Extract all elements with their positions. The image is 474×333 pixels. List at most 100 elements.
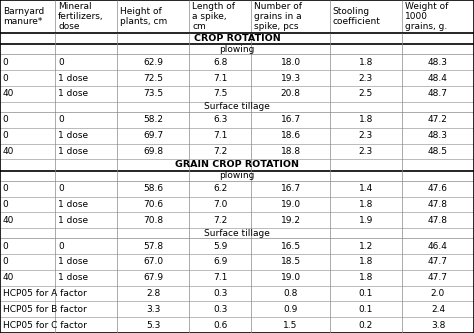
Text: 0.3: 0.3 [213, 289, 228, 298]
Text: 47.8: 47.8 [428, 216, 448, 225]
Text: 19.3: 19.3 [281, 74, 301, 83]
Text: 1 dose: 1 dose [58, 257, 88, 266]
Text: 6.2: 6.2 [213, 184, 228, 193]
Text: 0: 0 [3, 257, 9, 266]
Text: Surface tillage: Surface tillage [204, 229, 270, 238]
Text: 70.6: 70.6 [143, 200, 163, 209]
Text: 0: 0 [3, 74, 9, 83]
Text: 0: 0 [58, 184, 64, 193]
Text: Surface tillage: Surface tillage [204, 102, 270, 111]
Text: Number of
grains in a
spike, pcs: Number of grains in a spike, pcs [254, 2, 302, 31]
Text: 1 dose: 1 dose [58, 273, 88, 282]
Text: 1 dose: 1 dose [58, 74, 88, 83]
Text: CROP ROTATION: CROP ROTATION [193, 34, 281, 43]
Text: 5.9: 5.9 [213, 242, 228, 251]
Text: 0: 0 [58, 242, 64, 251]
Text: plowing: plowing [219, 45, 255, 54]
Text: 6.8: 6.8 [213, 58, 228, 67]
Text: 0: 0 [58, 58, 64, 67]
Text: 47.6: 47.6 [428, 184, 448, 193]
Text: 7.2: 7.2 [213, 147, 228, 156]
Text: 0: 0 [58, 115, 64, 124]
Text: 19.2: 19.2 [281, 216, 301, 225]
Text: 2.4: 2.4 [431, 305, 445, 314]
Text: 7.1: 7.1 [213, 74, 228, 83]
Text: 6.3: 6.3 [213, 115, 228, 124]
Text: 1.8: 1.8 [359, 58, 373, 67]
Text: 1.8: 1.8 [359, 273, 373, 282]
Text: 19.0: 19.0 [281, 200, 301, 209]
Text: 18.0: 18.0 [281, 58, 301, 67]
Text: 40: 40 [3, 147, 14, 156]
Text: 1.9: 1.9 [359, 216, 373, 225]
Text: 5.3: 5.3 [146, 321, 160, 330]
Text: 1 dose: 1 dose [58, 147, 88, 156]
Text: 7.0: 7.0 [213, 200, 228, 209]
Text: 1.8: 1.8 [359, 115, 373, 124]
Text: 48.3: 48.3 [428, 58, 448, 67]
Text: 57.8: 57.8 [143, 242, 163, 251]
Text: 1 dose: 1 dose [58, 216, 88, 225]
Text: 62.9: 62.9 [143, 58, 163, 67]
Text: 0: 0 [3, 184, 9, 193]
Text: 0: 0 [3, 58, 9, 67]
Text: 1.5: 1.5 [283, 321, 298, 330]
Text: Stooling
coefficient: Stooling coefficient [333, 7, 381, 26]
Text: 7.1: 7.1 [213, 273, 228, 282]
Text: 18.6: 18.6 [281, 131, 301, 140]
Text: 48.3: 48.3 [428, 131, 448, 140]
Text: 2.3: 2.3 [359, 131, 373, 140]
Text: 2.8: 2.8 [146, 289, 160, 298]
Text: 6.9: 6.9 [213, 257, 228, 266]
Text: 70.8: 70.8 [143, 216, 163, 225]
Text: 2.3: 2.3 [359, 74, 373, 83]
Text: 18.5: 18.5 [281, 257, 301, 266]
Text: 1.4: 1.4 [359, 184, 373, 193]
Text: 67.0: 67.0 [143, 257, 163, 266]
Text: 1.8: 1.8 [359, 257, 373, 266]
Text: 47.7: 47.7 [428, 273, 448, 282]
Text: 20.8: 20.8 [281, 89, 301, 98]
Text: HCP05 for B factor: HCP05 for B factor [3, 305, 87, 314]
Text: 16.5: 16.5 [281, 242, 301, 251]
Text: 40: 40 [3, 273, 14, 282]
Text: 40: 40 [3, 89, 14, 98]
Text: Length of
a spike,
cm: Length of a spike, cm [192, 2, 235, 31]
Text: 69.8: 69.8 [143, 147, 163, 156]
Text: 2.5: 2.5 [359, 89, 373, 98]
Text: 0.2: 0.2 [359, 321, 373, 330]
Text: Barnyard
manure*: Barnyard manure* [3, 7, 44, 26]
Text: 7.5: 7.5 [213, 89, 228, 98]
Text: 58.2: 58.2 [143, 115, 163, 124]
Text: 0.3: 0.3 [213, 305, 228, 314]
Text: 47.8: 47.8 [428, 200, 448, 209]
Text: 2.3: 2.3 [359, 147, 373, 156]
Text: 58.6: 58.6 [143, 184, 163, 193]
Text: 1 dose: 1 dose [58, 200, 88, 209]
Text: 7.2: 7.2 [213, 216, 228, 225]
Text: HCP05 for A factor: HCP05 for A factor [3, 289, 87, 298]
Text: 40: 40 [3, 216, 14, 225]
Text: 19.0: 19.0 [281, 273, 301, 282]
Text: 3.3: 3.3 [146, 305, 160, 314]
Text: 1.2: 1.2 [359, 242, 373, 251]
Text: Height of
plants, cm: Height of plants, cm [120, 7, 167, 26]
Text: 48.4: 48.4 [428, 74, 448, 83]
Text: 1 dose: 1 dose [58, 89, 88, 98]
Text: 73.5: 73.5 [143, 89, 163, 98]
Text: 0: 0 [3, 115, 9, 124]
Text: 0: 0 [3, 242, 9, 251]
Text: 67.9: 67.9 [143, 273, 163, 282]
Text: 18.8: 18.8 [281, 147, 301, 156]
Text: 1 dose: 1 dose [58, 131, 88, 140]
Text: HCP05 for C factor: HCP05 for C factor [3, 321, 87, 330]
Text: 7.1: 7.1 [213, 131, 228, 140]
Text: 3.8: 3.8 [431, 321, 445, 330]
Text: 0.9: 0.9 [283, 305, 298, 314]
Text: 69.7: 69.7 [143, 131, 163, 140]
Text: Weight of
1000
grains, g.: Weight of 1000 grains, g. [405, 2, 448, 31]
Text: 16.7: 16.7 [281, 184, 301, 193]
Text: 0.1: 0.1 [359, 305, 373, 314]
Text: 0.6: 0.6 [213, 321, 228, 330]
Text: 0.8: 0.8 [283, 289, 298, 298]
